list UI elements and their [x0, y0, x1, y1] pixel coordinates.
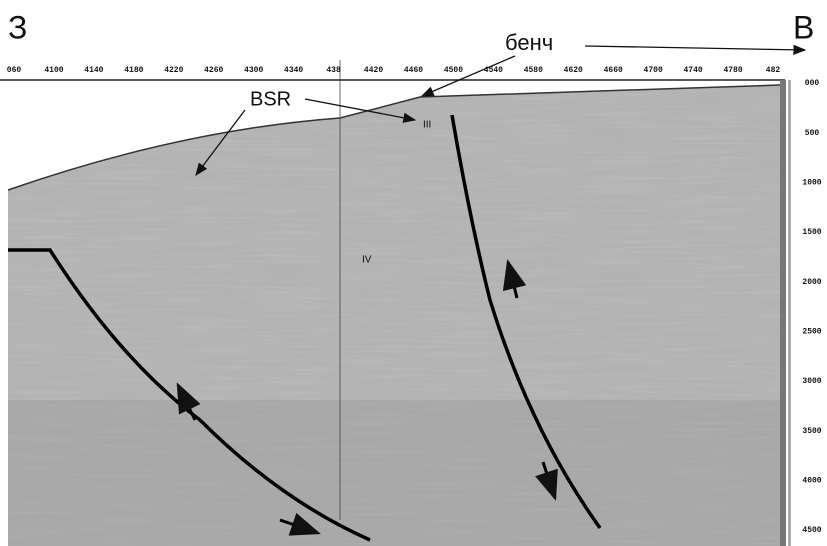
- top-axis-label: 4700: [644, 66, 663, 75]
- top-axis-label: 4300: [244, 66, 263, 75]
- right-axis-label: 2000: [802, 278, 821, 287]
- right-axis-label: 000: [805, 79, 820, 88]
- bench-label: бенч: [505, 30, 553, 55]
- right-axis-label: 500: [805, 129, 820, 138]
- top-axis-label: 4180: [124, 66, 143, 75]
- top-axis-label: 4500: [444, 66, 463, 75]
- top-axis-label: 4660: [604, 66, 623, 75]
- right-axis-label: 3000: [802, 377, 821, 386]
- east-label: В: [793, 9, 814, 45]
- right-axis-label: 1500: [802, 228, 821, 237]
- top-axis-label: 4220: [164, 66, 183, 75]
- top-axis-label: 438: [326, 66, 341, 75]
- top-axis-label: 4260: [204, 66, 223, 75]
- bsr-label: BSR: [250, 88, 291, 110]
- horizon-label: IV: [362, 255, 372, 266]
- top-axis-label: 4540: [484, 66, 503, 75]
- right-axis-label: 1000: [802, 178, 821, 187]
- right-axis-label: 2500: [802, 327, 821, 336]
- top-axis-label: 4780: [723, 66, 742, 75]
- seismic-figure: З В бенч BSR III IV 060 4100 4140 4180 4220 4…: [0, 0, 827, 546]
- top-axis-label: 4460: [404, 66, 423, 75]
- top-axis-label: 4100: [44, 66, 63, 75]
- top-axis-label: 4420: [364, 66, 383, 75]
- west-label: З: [8, 9, 27, 45]
- top-axis-label: 4620: [564, 66, 583, 75]
- top-axis-label: 4580: [524, 66, 543, 75]
- scale-bar: [788, 80, 791, 546]
- scale-bar: [780, 80, 786, 546]
- top-axis-label: 4740: [684, 66, 703, 75]
- right-axis-label: 4500: [802, 526, 821, 535]
- right-axis-label: 4000: [802, 476, 821, 485]
- horizon-label: III: [423, 120, 431, 131]
- top-axis-label: 4340: [284, 66, 303, 75]
- top-axis-label: 482: [766, 66, 781, 75]
- top-axis-label: 4140: [84, 66, 103, 75]
- top-axis-label: 060: [7, 66, 22, 75]
- right-axis-label: 3500: [802, 427, 821, 436]
- seismic-section: [8, 80, 780, 546]
